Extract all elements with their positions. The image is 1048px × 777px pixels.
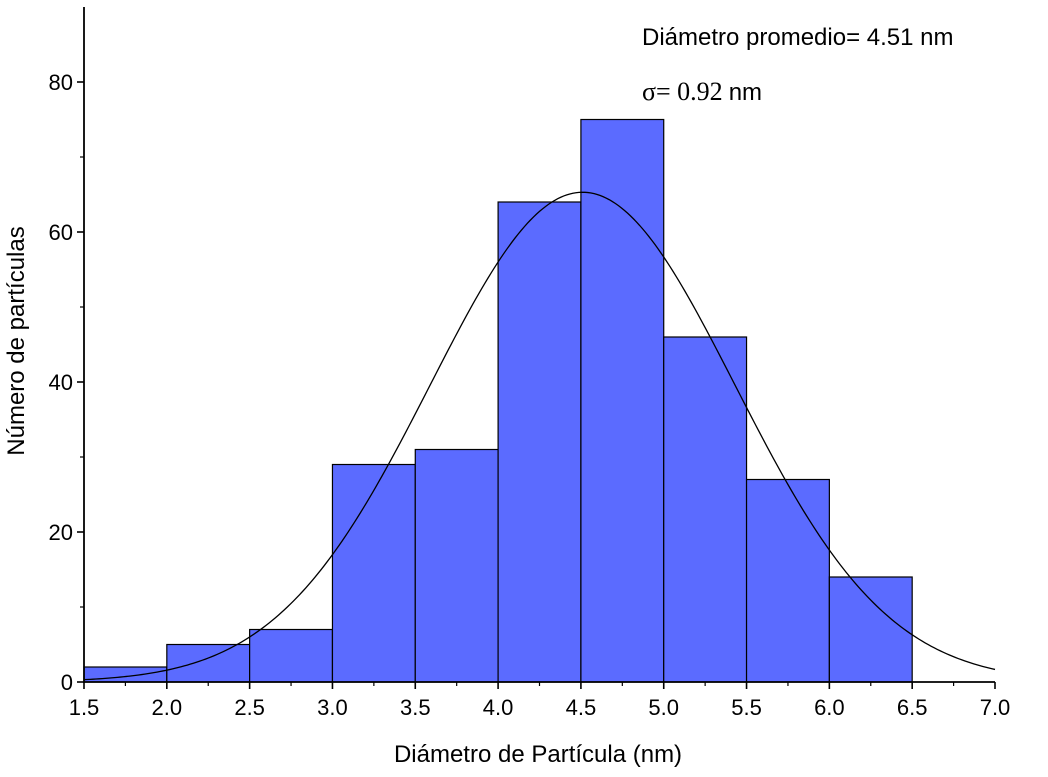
histogram-bar-9 (828, 576, 913, 683)
x-tick-label-11: 7.0 (980, 695, 1011, 720)
x-tick-label-8: 5.5 (731, 695, 762, 720)
x-tick-label-3: 3.0 (317, 695, 348, 720)
sigma-symbol: σ (642, 77, 656, 106)
x-tick-label-4: 3.5 (400, 695, 431, 720)
x-tick-label-1: 2.0 (152, 695, 183, 720)
mean-annotation: Diámetro promedio= 4.51 nm (642, 24, 953, 51)
x-tick-label-2: 2.5 (234, 695, 265, 720)
sigma-value: = 0.92 (656, 77, 723, 106)
x-tick-label-7: 5.0 (648, 695, 679, 720)
x-tick-labels: 1.5 2.0 2.5 3.0 3.5 4.0 4.5 5.0 5.5 6.0 6.5 7.0 (69, 695, 1011, 720)
x-tick-label-10: 6.5 (897, 695, 928, 720)
histogram-bar-8 (745, 478, 830, 683)
histogram-bar-2 (249, 628, 334, 683)
axes (77, 7, 996, 689)
histogram-bar-3 (331, 463, 416, 683)
y-tick-label-0: 0 (61, 670, 73, 695)
histogram-bar-7 (663, 336, 748, 683)
x-tick-label-5: 4.0 (483, 695, 514, 720)
histogram-bar-5 (497, 201, 582, 683)
y-tick-label-1: 20 (49, 520, 73, 545)
gaussian-fit-curve (83, 191, 996, 681)
sigma-unit: nm (729, 79, 762, 106)
histogram-bar-1 (166, 643, 251, 683)
y-tick-labels: 0 20 40 60 80 (49, 70, 73, 695)
x-tick-label-9: 6.0 (814, 695, 845, 720)
x-tick-label-0: 1.5 (69, 695, 100, 720)
histogram-bar-4 (414, 448, 499, 683)
sigma-annotation: σ= 0.92 nm (642, 77, 762, 106)
histogram-bar-6 (580, 118, 665, 683)
y-axis-title: Número de partículas (3, 226, 30, 455)
y-tick-label-4: 80 (49, 70, 73, 95)
y-tick-label-2: 40 (49, 370, 73, 395)
x-tick-label-6: 4.5 (566, 695, 597, 720)
histogram-bars (83, 118, 913, 683)
histogram-bar-0 (83, 666, 168, 683)
x-axis-title: Diámetro de Partícula (nm) (394, 741, 682, 768)
y-tick-label-3: 60 (49, 220, 73, 245)
